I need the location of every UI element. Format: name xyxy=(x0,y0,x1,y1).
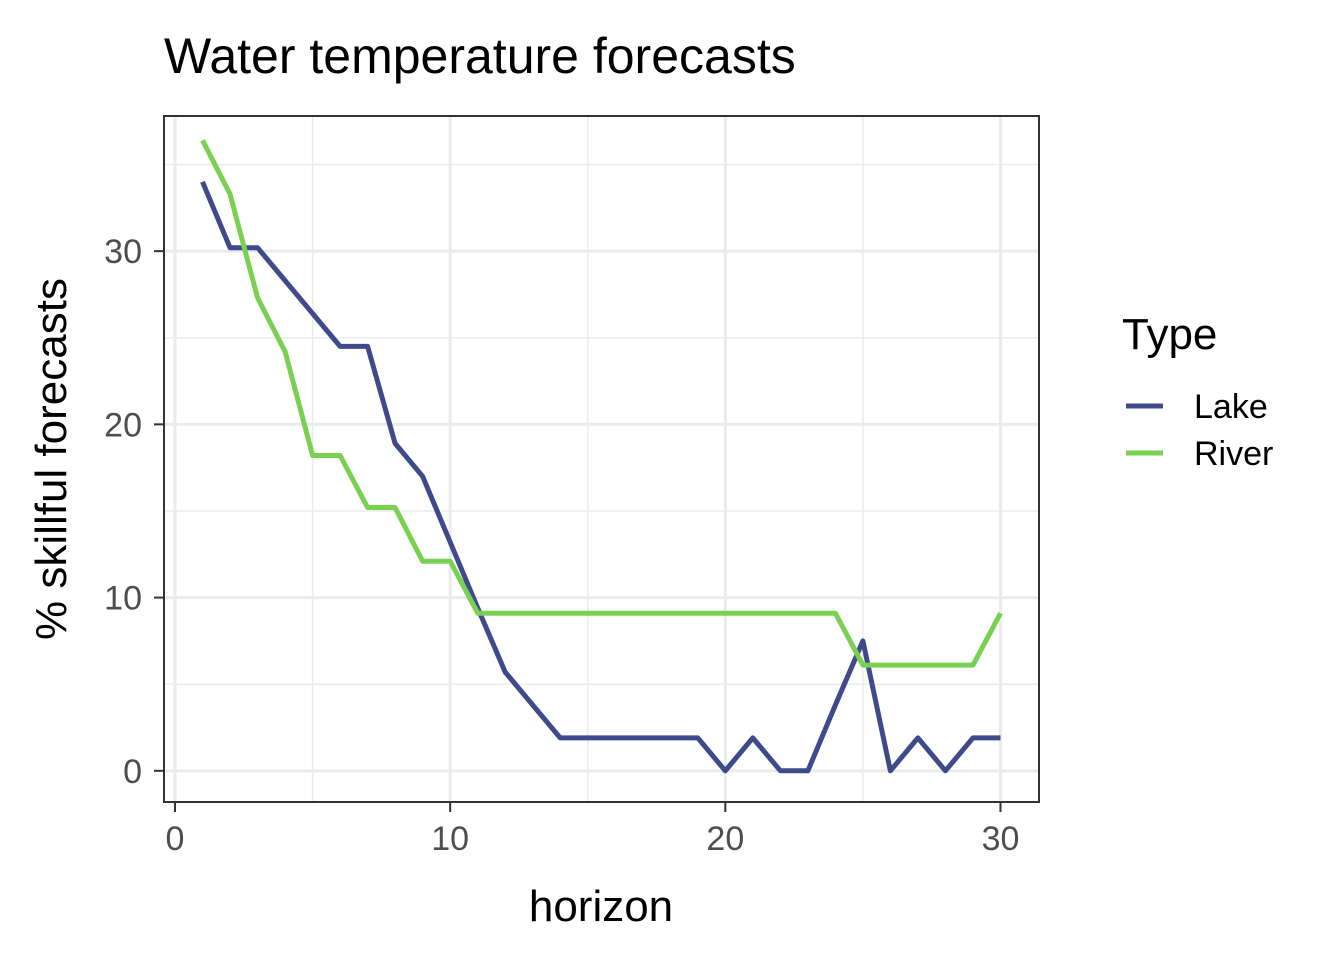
series-layer xyxy=(200,139,1003,774)
y-tick-label: 10 xyxy=(104,580,142,618)
legend-title: Type xyxy=(1122,310,1217,359)
grid-minor xyxy=(164,116,1039,802)
x-tick-label: 30 xyxy=(982,820,1020,858)
x-axis: 0 10 20 30 xyxy=(166,802,1020,858)
legend-label-lake: Lake xyxy=(1194,388,1268,426)
y-tick-label: 0 xyxy=(123,753,142,791)
y-axis: 0 10 20 30 xyxy=(104,233,164,791)
legend: Type Lake River xyxy=(1122,310,1273,473)
x-tick-label: 0 xyxy=(166,820,185,858)
y-tick-label: 20 xyxy=(104,406,142,444)
series-line-lake xyxy=(200,180,1001,774)
x-tick-label: 10 xyxy=(431,820,469,858)
panel-border xyxy=(163,115,1040,803)
legend-items: Lake River xyxy=(1126,388,1273,473)
grid-major xyxy=(164,116,1039,802)
x-tick-label: 20 xyxy=(706,820,744,858)
x-axis-title: horizon xyxy=(529,882,673,931)
legend-label-river: River xyxy=(1194,435,1273,473)
y-tick-label: 30 xyxy=(104,233,142,271)
chart-title: Water temperature forecasts xyxy=(164,28,796,84)
series-line-river xyxy=(200,139,1003,668)
y-axis-title: % skillful forecasts xyxy=(27,278,76,640)
